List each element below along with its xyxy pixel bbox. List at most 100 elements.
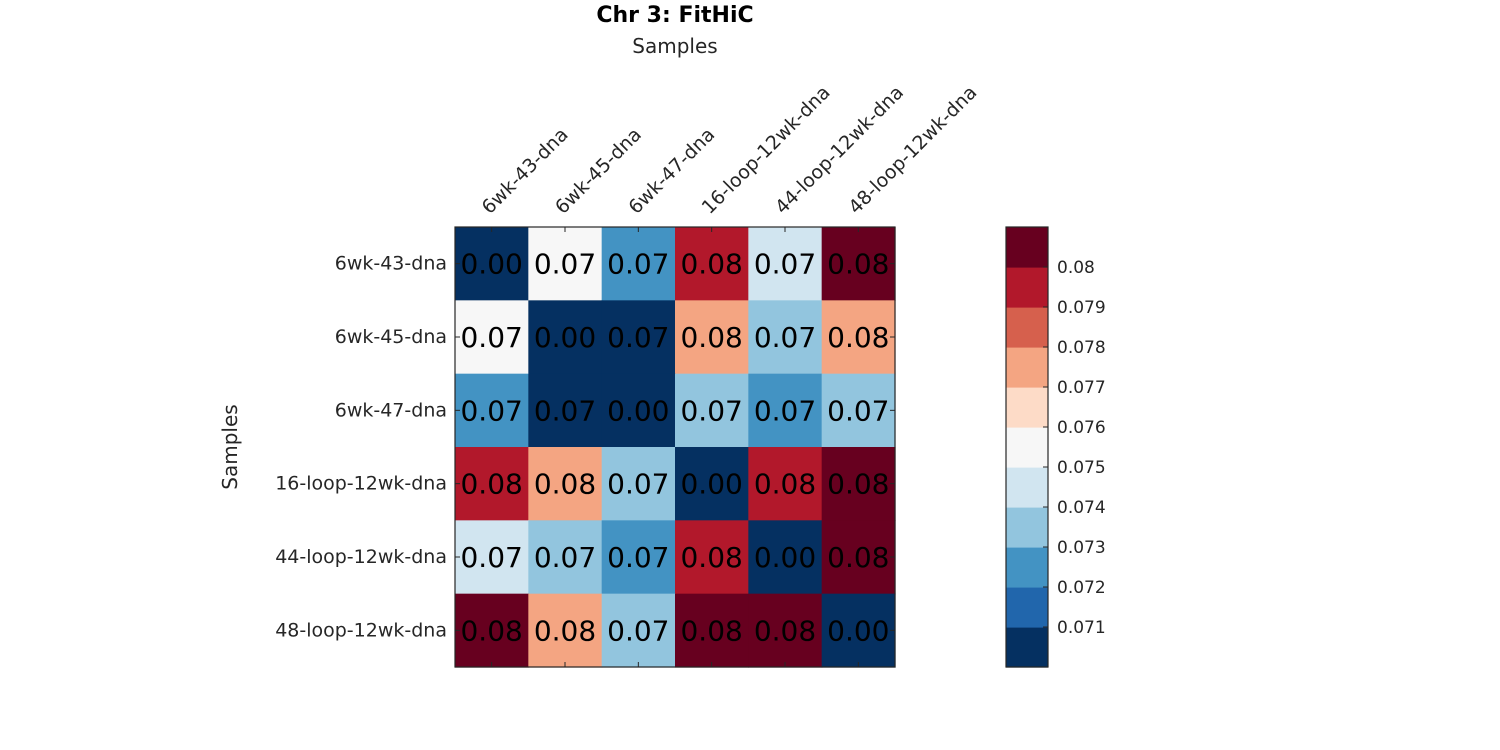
- colorbar-tick-label: 0.08: [1057, 258, 1095, 278]
- cell-value-label: 0.08: [680, 541, 742, 574]
- heatmap-cell: [821, 593, 896, 668]
- cell-labels: 0.00 0.07 0.07 0.08 0.07 0.08 0.07 0.00 0.07 0.08…: [460, 248, 889, 648]
- cell-value-label: 0.08: [827, 468, 889, 501]
- colorbar-segment: [1006, 627, 1048, 668]
- cell-value-label: 0.07: [607, 248, 669, 281]
- heatmap-cell: [748, 593, 823, 668]
- colorbar-segment: [1006, 507, 1048, 548]
- heatmap-cell: [821, 300, 896, 375]
- cell-value-label: 0.07: [607, 321, 669, 354]
- heatmap-cell: [528, 373, 603, 448]
- x-tick-label: 48-loop-12wk-dna: [844, 81, 981, 218]
- cell-value-label: 0.08: [460, 614, 522, 647]
- colorbar-tick-label: 0.077: [1057, 378, 1106, 398]
- heatmap-cell: [675, 520, 749, 595]
- y-tick-label: 6wk-45-dna: [335, 326, 447, 348]
- colorbar: 0.071 0.072 0.073 0.074 0.075 0.076 0.077 0.078…: [1005, 226, 1106, 668]
- heatmap-cell: [675, 447, 749, 521]
- cell-value-label: 0.08: [827, 541, 889, 574]
- heatmap-cell: [748, 227, 823, 301]
- heatmap-cell: [528, 520, 603, 595]
- colorbar-segment: [1006, 587, 1048, 628]
- cell-value-label: 0.07: [607, 541, 669, 574]
- colorbar-tick-label: 0.075: [1057, 458, 1106, 478]
- heatmap-cell: [601, 300, 676, 375]
- y-tick-label: 44-loop-12wk-dna: [275, 546, 447, 568]
- cell-value-label: 0.00: [460, 248, 522, 281]
- heatmap-cell: [675, 373, 749, 448]
- cell-value-label: 0.08: [460, 468, 522, 501]
- cell-value-label: 0.08: [680, 321, 742, 354]
- cell-value-label: 0.07: [460, 321, 522, 354]
- heatmap-cell: [455, 520, 529, 595]
- heatmap-cell: [455, 227, 529, 301]
- heatmap-cell: [528, 227, 603, 301]
- cell-value-label: 0.07: [534, 394, 596, 427]
- colorbar-segment: [1006, 547, 1048, 588]
- cell-value-label: 0.08: [754, 614, 816, 647]
- colorbar-segment: [1006, 307, 1048, 348]
- colorbar-tick-label: 0.071: [1057, 618, 1106, 638]
- cell-value-label: 0.07: [534, 248, 596, 281]
- heatmap-cell: [748, 520, 823, 595]
- heatmap-cell: [601, 447, 676, 521]
- colorbar-frame: [1005, 226, 1049, 668]
- colorbar-segment: [1006, 467, 1048, 508]
- heatmap-cell: [748, 373, 823, 448]
- heatmap-cell: [821, 373, 896, 448]
- colorbar-tick-label: 0.074: [1057, 498, 1106, 518]
- heatmap-cell: [601, 520, 676, 595]
- chart-title: Chr 3: FitHiC: [596, 3, 753, 28]
- x-tick-label: 44-loop-12wk-dna: [771, 81, 908, 218]
- heatmap-cell: [528, 593, 603, 668]
- cell-value-label: 0.07: [754, 321, 816, 354]
- colorbar-tick-label: 0.072: [1057, 578, 1106, 598]
- cell-value-label: 0.07: [534, 541, 596, 574]
- cell-value-label: 0.07: [460, 394, 522, 427]
- cell-value-label: 0.07: [607, 468, 669, 501]
- cell-value-label: 0.08: [680, 248, 742, 281]
- cell-value-label: 0.07: [680, 394, 742, 427]
- cell-value-label: 0.08: [680, 614, 742, 647]
- heatmap-cell: [821, 227, 896, 301]
- heatmap-cell: [601, 227, 676, 301]
- heatmap-cell: [748, 300, 823, 375]
- cell-value-label: 0.08: [827, 248, 889, 281]
- heatmap-cell: [455, 447, 529, 521]
- colorbar-segment: [1006, 427, 1048, 468]
- cell-value-label: 0.08: [754, 468, 816, 501]
- y-tick-label: 6wk-47-dna: [335, 399, 447, 421]
- colorbar-segment: [1006, 347, 1048, 388]
- plot-frame: [454, 226, 896, 668]
- cell-value-label: 0.00: [607, 394, 669, 427]
- heatmap-cells: [454, 226, 896, 668]
- colorbar-tick-label: 0.073: [1057, 538, 1106, 558]
- colorbar-segment: [1006, 387, 1048, 428]
- heatmap-cell: [601, 373, 676, 448]
- colorbar-segment: [1006, 267, 1048, 308]
- cell-value-label: 0.08: [534, 614, 596, 647]
- heatmap-cell: [455, 373, 529, 448]
- heatmap-cell: [455, 593, 529, 668]
- cell-value-label: 0.08: [827, 321, 889, 354]
- heatmap-cell: [601, 593, 676, 668]
- cell-value-label: 0.07: [754, 394, 816, 427]
- y-tick-label: 48-loop-12wk-dna: [275, 619, 447, 641]
- heatmap-cell: [528, 447, 603, 521]
- heatmap-cell: [821, 520, 896, 595]
- y-tick-label: 16-loop-12wk-dna: [275, 473, 447, 495]
- y-tick-label: 6wk-43-dna: [335, 253, 447, 275]
- x-tick-labels: 6wk-43-dna6wk-45-dna6wk-47-dna16-loop-12…: [478, 81, 982, 218]
- heatmap-cell: [528, 300, 603, 375]
- x-axis-label: Samples: [632, 34, 717, 58]
- cell-value-label: 0.00: [827, 614, 889, 647]
- x-tick-label: 16-loop-12wk-dna: [698, 81, 835, 218]
- y-tick-labels: 6wk-43-dna 6wk-45-dna 6wk-47-dna 16-loop-12…: [275, 253, 447, 642]
- heatmap-cell: [675, 300, 749, 375]
- heatmap-cell: [675, 227, 749, 301]
- colorbar-tick-label: 0.079: [1057, 298, 1106, 318]
- colorbar-segment: [1006, 227, 1048, 268]
- cell-value-label: 0.00: [680, 468, 742, 501]
- heatmap-cell: [748, 447, 823, 521]
